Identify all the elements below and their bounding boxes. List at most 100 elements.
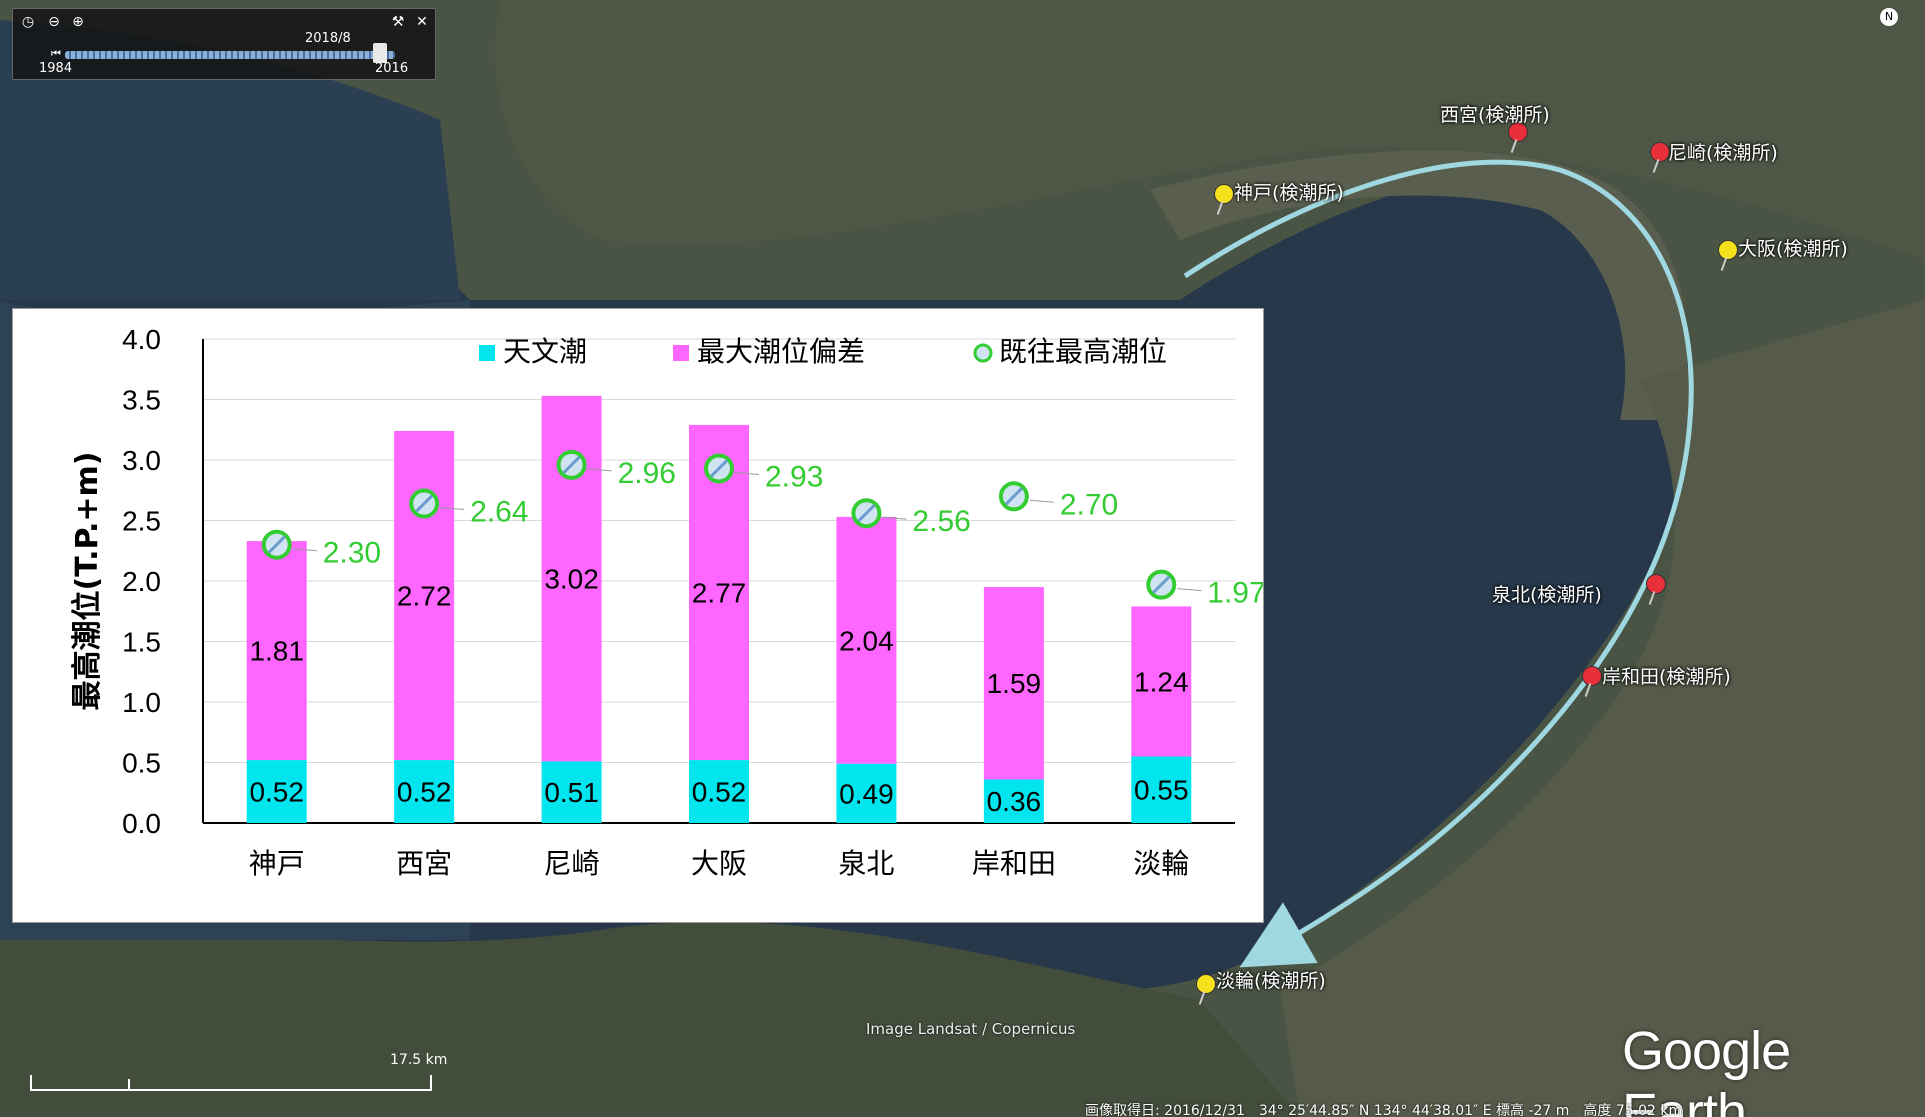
- record-leader-line: [1029, 499, 1054, 503]
- tide-chart: 0.0 0.5 1.0 1.5 2.0 2.5 3.0 3.5 4.0 最高潮位(T.P.+m) 0…: [70, 324, 1263, 880]
- y-tick-label: 1.0: [122, 687, 161, 718]
- time-slider-thumb[interactable]: [373, 43, 387, 63]
- bar-surge: [394, 430, 455, 761]
- close-icon[interactable]: ✕: [416, 14, 428, 30]
- station-pin-senboku[interactable]: [1646, 574, 1666, 594]
- record-value-label: 2.30: [323, 537, 381, 570]
- station-pin-nishinomiya[interactable]: [1508, 122, 1528, 142]
- bar-label-surge: 2.04: [839, 625, 894, 656]
- bar-label-surge: 1.24: [1134, 666, 1189, 697]
- bar-surge: [246, 541, 307, 761]
- y-tick-label: 3.5: [122, 385, 161, 416]
- legend-label-surge: 最大潮位偏差: [697, 335, 865, 368]
- skip-back-icon[interactable]: ⏮: [51, 47, 61, 60]
- x-tick-label: 淡輪: [1133, 847, 1189, 880]
- record-leader-line: [882, 516, 907, 520]
- bar-label-surge: 1.81: [249, 636, 304, 667]
- bar-label-surge: 1.59: [987, 668, 1042, 699]
- zoom-in-icon[interactable]: ⊕: [72, 14, 84, 30]
- tide-chart-panel: 0.0 0.5 1.0 1.5 2.0 2.5 3.0 3.5 4.0 最高潮位(T.P.+m) 0…: [12, 308, 1264, 923]
- station-pin-kishiwada[interactable]: [1582, 666, 1602, 686]
- record-leader-line: [734, 471, 760, 475]
- station-pin-amagasaki[interactable]: [1650, 142, 1670, 162]
- bar-label-surge: 2.77: [692, 577, 747, 608]
- bar-label-tide: 0.49: [839, 778, 894, 809]
- google-earth-logo: Google Earth: [1622, 1021, 1791, 1117]
- bar-tide: [983, 779, 1044, 823]
- record-marker-hatch: [1152, 575, 1171, 594]
- station-label-kobe: 神戸(検潮所): [1234, 182, 1344, 204]
- legend-swatch-tide: [479, 345, 495, 361]
- bar-tide: [246, 760, 307, 823]
- time-slider-toolbar: ◷ ⊖ ⊕ ⚒ ✕ 2018/8 ⏮ 1984 2016: [12, 8, 436, 80]
- station-label-nishinomiya: 西宮(検潮所): [1440, 104, 1550, 126]
- record-marker-hatch: [415, 494, 434, 513]
- legend-swatch-record: [973, 343, 993, 363]
- record-value-label: 2.64: [470, 496, 528, 529]
- y-tick-label: 0.0: [122, 808, 161, 839]
- record-leader-line: [292, 548, 317, 552]
- slider-start-year: 1984: [39, 61, 73, 76]
- y-tick-label: 2.5: [122, 506, 161, 537]
- record-leader-line: [440, 507, 465, 511]
- record-marker-hatch: [709, 459, 729, 478]
- bar-tide: [541, 761, 602, 823]
- record-value-label: 2.70: [1060, 488, 1118, 521]
- y-tick-label: 0.5: [122, 748, 161, 779]
- legend-swatch-surge: [673, 345, 689, 361]
- y-tick-label: 4.0: [122, 324, 161, 355]
- x-tick-label: 岸和田: [972, 847, 1056, 880]
- station-pin-tannowa[interactable]: [1196, 974, 1216, 994]
- bar-tide: [689, 760, 749, 823]
- station-pin-kobe[interactable]: [1214, 184, 1234, 204]
- y-axis-title: 最高潮位(T.P.+m): [70, 452, 105, 711]
- slider-date-label: 2018/8: [305, 31, 351, 46]
- record-marker-hatch: [562, 455, 581, 474]
- record-marker-hatch: [857, 504, 876, 523]
- clock-icon[interactable]: ◷: [21, 14, 35, 30]
- bar-label-surge: 3.02: [544, 564, 599, 595]
- scale-label: 17.5 km: [390, 1052, 448, 1068]
- x-tick-label: 西宮: [396, 847, 452, 880]
- image-credit: Image Landsat / Copernicus: [866, 1020, 1076, 1038]
- x-tick-label: 大阪: [691, 847, 747, 880]
- bar-surge: [1131, 606, 1192, 757]
- record-leader-line: [587, 468, 612, 472]
- bar-tide: [394, 760, 455, 823]
- station-label-amagasaki: 尼崎(検潮所): [1668, 142, 1778, 164]
- station-label-kishiwada: 岸和田(検潮所): [1602, 666, 1731, 688]
- bar-tide: [836, 763, 897, 823]
- slider-end-year: 2016: [375, 61, 409, 76]
- record-marker-hatch: [267, 535, 286, 554]
- record-value-label: 2.96: [618, 457, 676, 490]
- station-pin-osaka[interactable]: [1718, 240, 1738, 260]
- status-bar: 画像取得日: 2016/12/31 34° 25′44.85″ N 134° 4…: [1085, 1103, 1683, 1117]
- zoom-out-icon[interactable]: ⊖: [48, 14, 60, 30]
- x-tick-label: 尼崎: [544, 847, 600, 880]
- station-label-senboku: 泉北(検潮所): [1492, 584, 1602, 606]
- bar-label-tide: 0.52: [692, 777, 747, 808]
- bar-label-tide: 0.36: [987, 786, 1042, 817]
- time-slider[interactable]: [65, 51, 395, 59]
- scale-bar: [30, 1075, 432, 1091]
- legend-label-record: 既往最高潮位: [999, 335, 1167, 368]
- bar-label-tide: 0.52: [249, 777, 304, 808]
- bar-label-tide: 0.52: [397, 777, 452, 808]
- station-label-osaka: 大阪(検潮所): [1738, 238, 1848, 260]
- bar-surge: [836, 516, 897, 764]
- compass-north-icon[interactable]: N: [1880, 8, 1898, 26]
- x-tick-label: 泉北: [838, 847, 894, 880]
- legend-label-tide: 天文潮: [503, 335, 587, 368]
- y-tick-label: 2.0: [122, 566, 161, 597]
- bar-label-surge: 2.72: [397, 581, 452, 612]
- bar-label-tide: 0.55: [1134, 775, 1189, 806]
- record-value-label: 2.93: [765, 460, 823, 493]
- bar-label-tide: 0.51: [544, 777, 599, 808]
- wrench-icon[interactable]: ⚒: [391, 14, 405, 30]
- record-value-label: 1.97: [1207, 577, 1263, 610]
- y-tick-label: 3.0: [122, 445, 161, 476]
- record-leader-line: [1177, 588, 1202, 592]
- bar-tide: [1131, 756, 1192, 823]
- y-tick-label: 1.5: [122, 627, 161, 658]
- record-marker-hatch: [1004, 487, 1023, 506]
